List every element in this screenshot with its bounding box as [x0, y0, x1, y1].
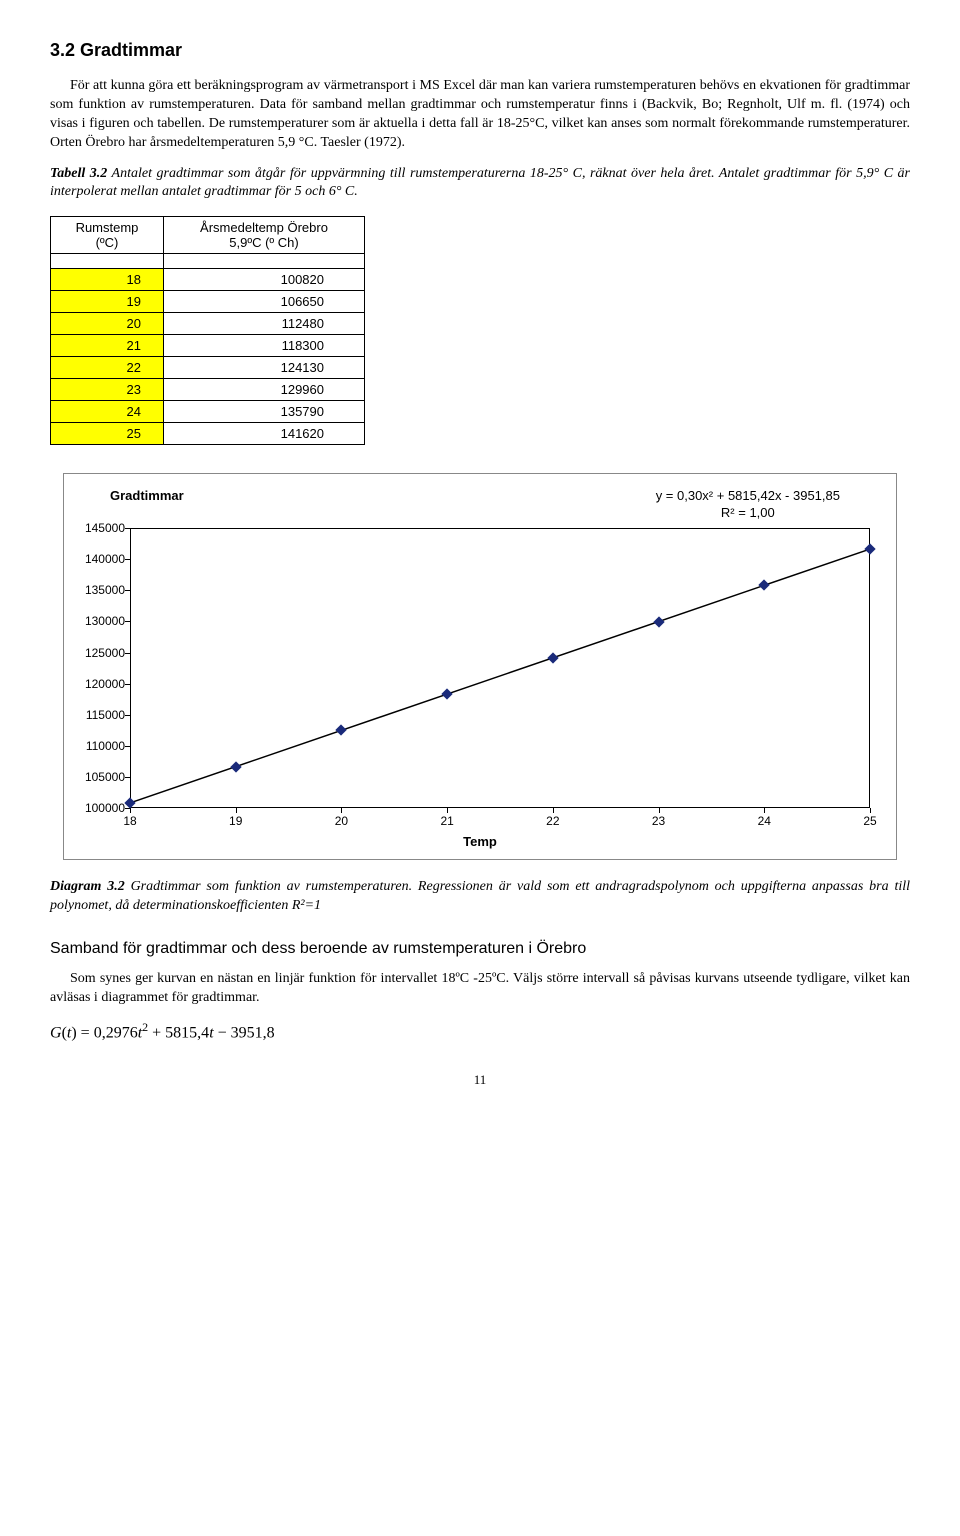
y-tick-label: 100000: [75, 801, 125, 815]
cell-temp: 22: [51, 357, 164, 379]
chart-title: Gradtimmar: [80, 488, 184, 522]
y-tick-label: 130000: [75, 614, 125, 628]
x-tick-label: 23: [652, 814, 665, 828]
y-tick-label: 140000: [75, 552, 125, 566]
table-row: 18100820: [51, 269, 365, 291]
x-tick-label: 25: [863, 814, 876, 828]
table-row: 23129960: [51, 379, 365, 401]
cell-temp: 19: [51, 291, 164, 313]
y-tick: [125, 528, 130, 529]
x-axis-label: Temp: [80, 834, 880, 849]
cell-temp: 24: [51, 401, 164, 423]
paragraph-intro: För att kunna göra ett beräkningsprogram…: [50, 77, 910, 153]
y-tick-label: 105000: [75, 770, 125, 784]
x-tick: [553, 808, 554, 813]
x-tick: [764, 808, 765, 813]
col-head-arsmedel: Årsmedeltemp Örebro5,9ºC (º Ch): [164, 217, 365, 254]
y-tick: [125, 777, 130, 778]
x-tick: [447, 808, 448, 813]
cell-temp: 20: [51, 313, 164, 335]
cell-value: 135790: [164, 401, 365, 423]
x-tick: [130, 808, 131, 813]
diagram-caption-text: Gradtimmar som funktion av rumstemperatu…: [50, 879, 910, 913]
x-tick: [341, 808, 342, 813]
cell-value: 106650: [164, 291, 365, 313]
x-tick: [236, 808, 237, 813]
equation: G(t) = 0,2976t2 + 5815,4t − 3951,8: [50, 1020, 910, 1042]
cell-temp: 23: [51, 379, 164, 401]
y-tick: [125, 590, 130, 591]
paragraph-sub: Som synes ger kurvan en nästan en linjär…: [50, 970, 910, 1008]
y-tick-label: 135000: [75, 583, 125, 597]
table-row: 20112480: [51, 313, 365, 335]
y-tick: [125, 715, 130, 716]
table-row: 24135790: [51, 401, 365, 423]
table-row: 22124130: [51, 357, 365, 379]
table-row: 21118300: [51, 335, 365, 357]
x-tick-label: 24: [758, 814, 771, 828]
x-tick-label: 19: [229, 814, 242, 828]
y-tick: [125, 559, 130, 560]
col-head-rumstemp: Rumstemp(ºC): [51, 217, 164, 254]
x-tick-label: 18: [123, 814, 136, 828]
y-tick-label: 110000: [75, 739, 125, 753]
y-tick-label: 115000: [75, 708, 125, 722]
y-tick-label: 145000: [75, 521, 125, 535]
x-tick: [659, 808, 660, 813]
diagram-caption-label: Diagram 3.2: [50, 879, 125, 894]
cell-temp: 21: [51, 335, 164, 357]
x-tick-label: 21: [440, 814, 453, 828]
x-tick-label: 20: [335, 814, 348, 828]
y-tick: [125, 621, 130, 622]
cell-value: 141620: [164, 423, 365, 445]
cell-temp: 25: [51, 423, 164, 445]
gradtimmar-chart: Gradtimmar y = 0,30x² + 5815,42x - 3951,…: [63, 473, 897, 860]
y-tick-label: 125000: [75, 646, 125, 660]
diagram-caption: Diagram 3.2 Gradtimmar som funktion av r…: [50, 878, 910, 916]
cell-value: 124130: [164, 357, 365, 379]
table-caption: Tabell 3.2 Antalet gradtimmar som åtgår …: [50, 165, 910, 203]
y-tick: [125, 746, 130, 747]
table-row: 25141620: [51, 423, 365, 445]
cell-temp: 18: [51, 269, 164, 291]
x-tick-label: 22: [546, 814, 559, 828]
table-caption-label: Tabell 3.2: [50, 166, 107, 181]
table-caption-text: Antalet gradtimmar som åtgår för uppvärm…: [50, 166, 910, 200]
x-tick: [870, 808, 871, 813]
gradtimmar-table: Rumstemp(ºC) Årsmedeltemp Örebro5,9ºC (º…: [50, 216, 365, 445]
cell-value: 118300: [164, 335, 365, 357]
y-tick: [125, 684, 130, 685]
page-number: 11: [50, 1072, 910, 1088]
section-heading: 3.2 Gradtimmar: [50, 40, 910, 61]
y-tick-label: 120000: [75, 677, 125, 691]
subheading: Samband för gradtimmar och dess beroende…: [50, 940, 910, 958]
cell-value: 100820: [164, 269, 365, 291]
cell-value: 112480: [164, 313, 365, 335]
chart-equation: y = 0,30x² + 5815,42x - 3951,85R² = 1,00: [656, 488, 880, 522]
cell-value: 129960: [164, 379, 365, 401]
y-tick: [125, 653, 130, 654]
table-row: 19106650: [51, 291, 365, 313]
